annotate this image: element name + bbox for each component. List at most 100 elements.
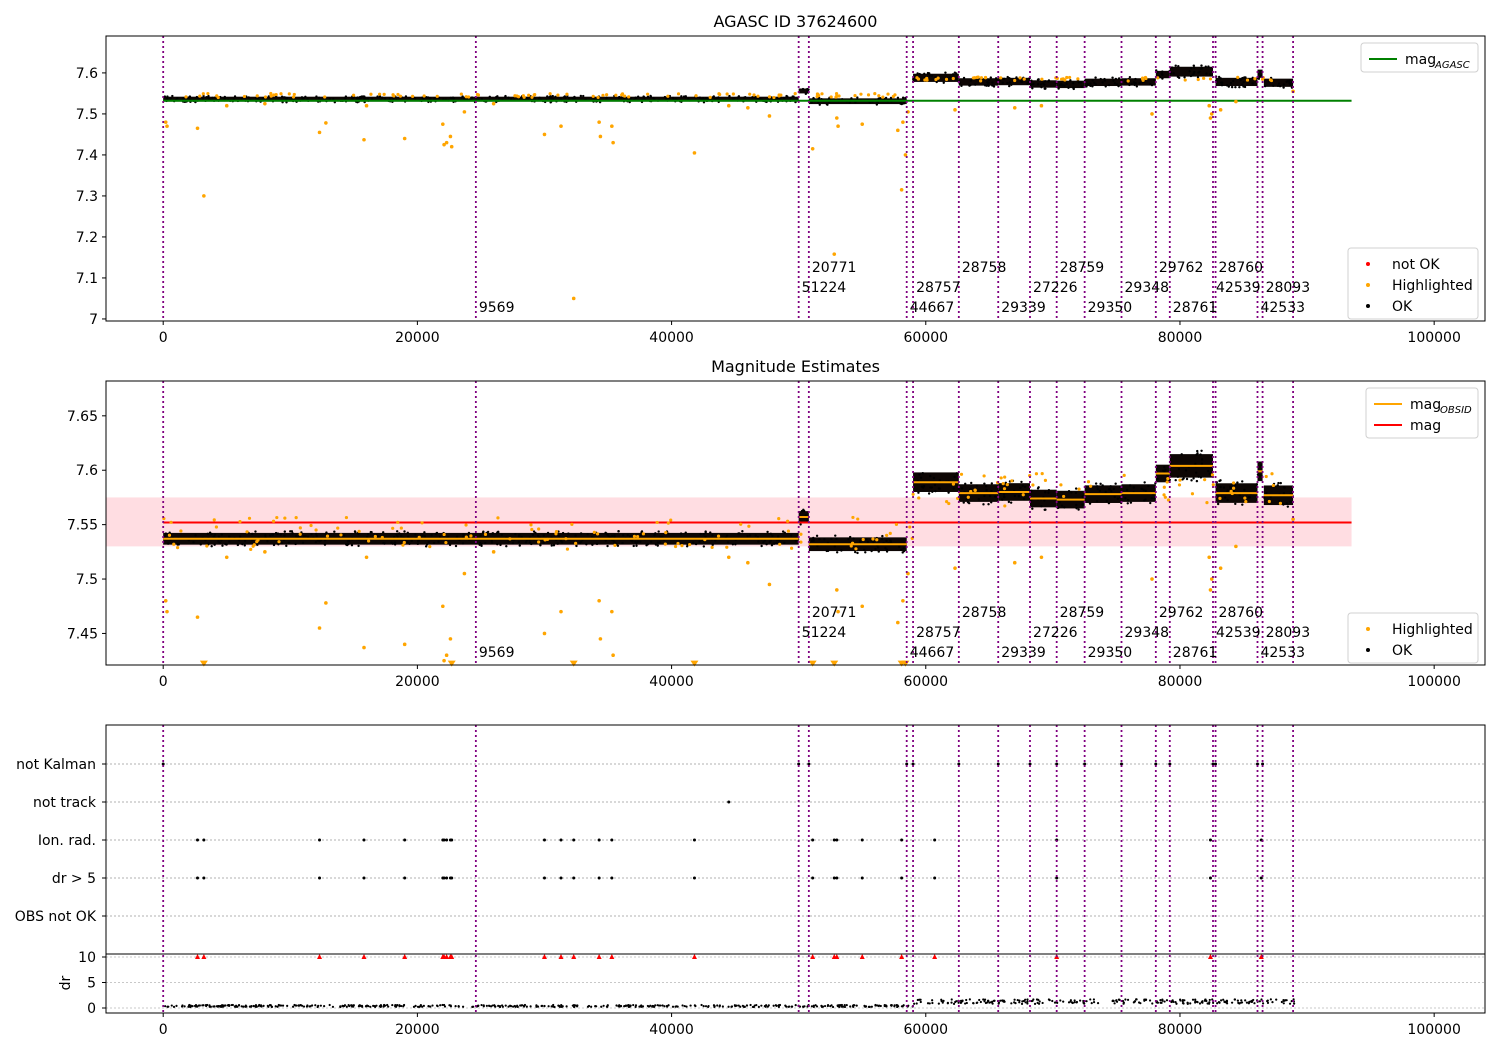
dr-point (965, 1001, 968, 1005)
ok-point (1251, 82, 1254, 85)
flag-point (832, 876, 836, 880)
ok-point (634, 540, 637, 543)
dr-point (976, 1001, 979, 1004)
ok-point (220, 533, 224, 536)
highlighted-point (428, 545, 432, 549)
highlighted-point (896, 128, 900, 133)
ok-point (1217, 75, 1221, 79)
highlighted-point (411, 94, 415, 98)
ok-point (505, 544, 508, 548)
ok-point (985, 489, 988, 492)
dr-clipped-marker (810, 954, 816, 959)
ok-point (306, 535, 310, 538)
ok-point (935, 80, 938, 84)
ok-point (711, 96, 715, 99)
highlighted-point (896, 620, 900, 625)
dr-point (1073, 1001, 1076, 1004)
dr-point (557, 1004, 560, 1007)
flag-point (1255, 762, 1259, 766)
ok-point (1239, 78, 1242, 82)
highlighted-point (860, 604, 865, 609)
ok-point (1200, 458, 1204, 461)
dr-point (897, 1005, 900, 1008)
dr-point (416, 1005, 420, 1008)
dr-point (913, 1002, 916, 1005)
ok-point (889, 96, 893, 100)
highlighted-point (837, 94, 841, 98)
ok-point (1096, 487, 1099, 491)
dr-point (400, 1004, 403, 1008)
dr-point (488, 1004, 491, 1008)
highlighted-point (205, 544, 209, 548)
ok-point (1276, 84, 1280, 87)
dr-point (1261, 1002, 1265, 1005)
dr-point (606, 1005, 609, 1008)
dr-point (964, 1002, 967, 1005)
highlighted-point (592, 530, 596, 534)
ok-point (1164, 468, 1167, 471)
highlighted-point (1156, 76, 1160, 80)
ok-point (467, 531, 471, 535)
x-tick-label: 100000 (1407, 1022, 1460, 1038)
highlighted-point (810, 146, 815, 151)
dr-point (323, 1004, 326, 1008)
y-tick-label: 7.45 (67, 626, 98, 642)
dr-point (260, 1005, 263, 1008)
dr-point (1218, 1001, 1221, 1004)
dr-point (659, 1004, 662, 1007)
dr-point (522, 1005, 526, 1008)
dr-point (810, 1005, 814, 1008)
ok-point (406, 540, 409, 544)
dr-point (384, 1004, 387, 1007)
ok-point (1114, 482, 1117, 485)
obsid-label: 28759 (1060, 260, 1105, 276)
category-label: Ion. rad. (38, 833, 96, 849)
ok-point (1057, 87, 1060, 90)
ok-point (518, 544, 521, 547)
ok-point (294, 542, 297, 546)
ok-point (783, 96, 786, 100)
highlighted-point (694, 94, 698, 98)
dr-point (443, 1003, 446, 1007)
highlighted-point (564, 537, 568, 541)
ok-point (1283, 486, 1286, 489)
dr-point (553, 1005, 556, 1009)
dr-point (1171, 999, 1174, 1002)
off-scale-marker (808, 660, 817, 667)
obsid-label: 28761 (1173, 300, 1218, 316)
highlighted-point (1166, 498, 1171, 502)
highlighted-point (851, 515, 855, 520)
ok-point (1242, 81, 1245, 84)
ok-point (1006, 75, 1009, 79)
dr-point (372, 1004, 375, 1008)
ok-point (865, 537, 868, 541)
dr-point (640, 1005, 643, 1008)
ok-point (1063, 506, 1066, 509)
ok-point (1125, 488, 1129, 492)
ok-point (1107, 501, 1111, 505)
highlighted-point (1253, 77, 1257, 81)
ok-point (557, 534, 561, 538)
ok-point (194, 534, 197, 537)
obsid-label: 20771 (812, 260, 857, 276)
ok-point (1065, 82, 1068, 85)
dr-point (441, 1003, 444, 1007)
highlighted-point (256, 538, 260, 542)
dr-point (457, 1005, 460, 1008)
highlighted-point (530, 95, 534, 99)
ok-point (1183, 76, 1186, 79)
dr-point (785, 1005, 788, 1008)
ok-point (1088, 502, 1092, 505)
ok-point (698, 96, 702, 99)
dr-point (950, 998, 953, 1001)
highlighted-point (565, 547, 570, 551)
dr-point (778, 1003, 782, 1007)
dr-point (266, 1004, 269, 1007)
highlighted-point (339, 533, 343, 537)
highlighted-point (979, 76, 984, 80)
flag-point (692, 838, 696, 842)
highlighted-point (1039, 103, 1044, 108)
dr-point (224, 1004, 227, 1007)
dr-point (1237, 1001, 1240, 1004)
ok-point (1117, 77, 1121, 80)
